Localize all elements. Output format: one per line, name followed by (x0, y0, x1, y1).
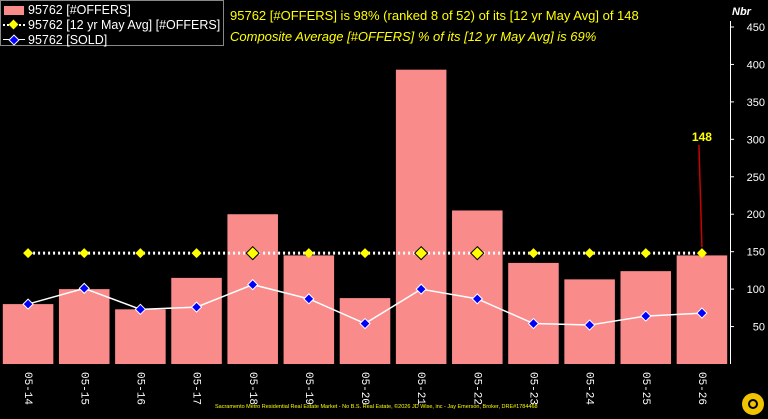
x-tick-label: 05-16 (133, 372, 145, 405)
avg-marker-icon (23, 248, 34, 259)
x-tick-label: 05-19 (302, 372, 314, 405)
sold-marker-icon (640, 310, 652, 322)
chart-annotation-composite: Composite Average [#OFFERS] % of its [12… (230, 29, 597, 44)
sold-marker-icon (471, 293, 484, 305)
avg-marker-icon (640, 248, 651, 259)
y-tick-label: 250 (747, 172, 765, 184)
avg-marker-icon (303, 248, 314, 259)
legend-item-avg: 95762 [12 yr May Avg] [#OFFERS] (3, 17, 221, 32)
y-tick-label: 400 (747, 59, 765, 71)
chart-footer-credit: Sacramento Metro Residential Real Estate… (215, 404, 538, 410)
sold-marker-icon (583, 319, 596, 331)
x-tick-label: 05-23 (527, 372, 539, 405)
avg-marker-icon (528, 248, 539, 259)
avg-marker-icon (135, 248, 146, 259)
y-tick-label: 450 (747, 22, 765, 34)
x-tick-label: 05-21 (414, 372, 426, 405)
y-tick-label: 200 (747, 209, 765, 221)
sold-marker-icon (78, 282, 90, 295)
y-tick-label: 150 (747, 247, 765, 259)
legend-dotted-line-icon (3, 19, 25, 31)
bar-offers (283, 255, 335, 364)
bar-offers (2, 304, 54, 364)
legend-label-sold: 95762 [SOLD] (28, 32, 108, 47)
x-tick-label: 05-25 (639, 372, 651, 405)
sold-marker-icon (22, 298, 34, 310)
avg-marker-icon (470, 245, 485, 261)
sold-marker-icon (190, 301, 203, 313)
sold-marker-icon (246, 278, 259, 291)
sold-marker-icon (359, 317, 371, 330)
x-tick-label: 05-20 (358, 372, 370, 405)
x-tick-label: 05-24 (583, 372, 595, 405)
x-tick-label: 05-14 (21, 372, 33, 405)
x-tick-label: 05-18 (246, 372, 258, 405)
legend-item-offers: 95762 [#OFFERS] (3, 2, 221, 17)
legend-label-offers: 95762 [#OFFERS] (28, 2, 131, 17)
avg-marker-icon (79, 248, 90, 259)
x-tick-label: 05-17 (190, 372, 202, 405)
bar-offers (339, 298, 391, 364)
x-tick-label: 05-26 (695, 372, 707, 405)
bar-offers (58, 289, 110, 364)
legend-solid-line-icon (3, 33, 25, 46)
sold-marker-icon (527, 317, 540, 330)
annotation-pointer-line (698, 144, 703, 248)
avg-marker-icon (245, 245, 260, 261)
avg-marker-icon (191, 248, 202, 259)
bar-offers (452, 210, 503, 364)
avg-marker-icon (696, 248, 707, 259)
annotation-value-label: 148 (692, 130, 712, 144)
sold-marker-icon (415, 283, 427, 295)
sold-marker-icon (696, 307, 708, 319)
x-tick-label: 05-22 (470, 372, 482, 405)
bar-offers (508, 262, 559, 364)
chart-legend: 95762 [#OFFERS] 95762 [12 yr May Avg] [#… (0, 0, 224, 47)
legend-label-avg: 95762 [12 yr May Avg] [#OFFERS] (28, 17, 221, 32)
x-tick-label: 05-15 (77, 372, 89, 405)
y-tick-label: 50 (753, 322, 765, 334)
sold-marker-icon (303, 293, 315, 305)
legend-item-sold: 95762 [SOLD] (3, 32, 221, 47)
chart-annotation-ranking: 95762 [#OFFERS] is 98% (ranked 8 of 52) … (230, 8, 639, 23)
avg-marker-icon (360, 248, 370, 259)
y-tick-label: 350 (747, 97, 765, 109)
bar-offers (115, 309, 166, 364)
y-tick-label: 100 (747, 284, 765, 296)
legend-bar-swatch-icon (3, 4, 25, 16)
y-axis-label: Nbr (732, 6, 751, 18)
avg-marker-icon (413, 245, 429, 261)
bar-offers (395, 69, 447, 364)
sold-marker-icon (134, 303, 147, 316)
y-tick-label: 300 (747, 134, 765, 146)
bar-offers (171, 277, 222, 364)
avg-marker-icon (584, 248, 595, 259)
brand-logo-icon (742, 393, 764, 415)
